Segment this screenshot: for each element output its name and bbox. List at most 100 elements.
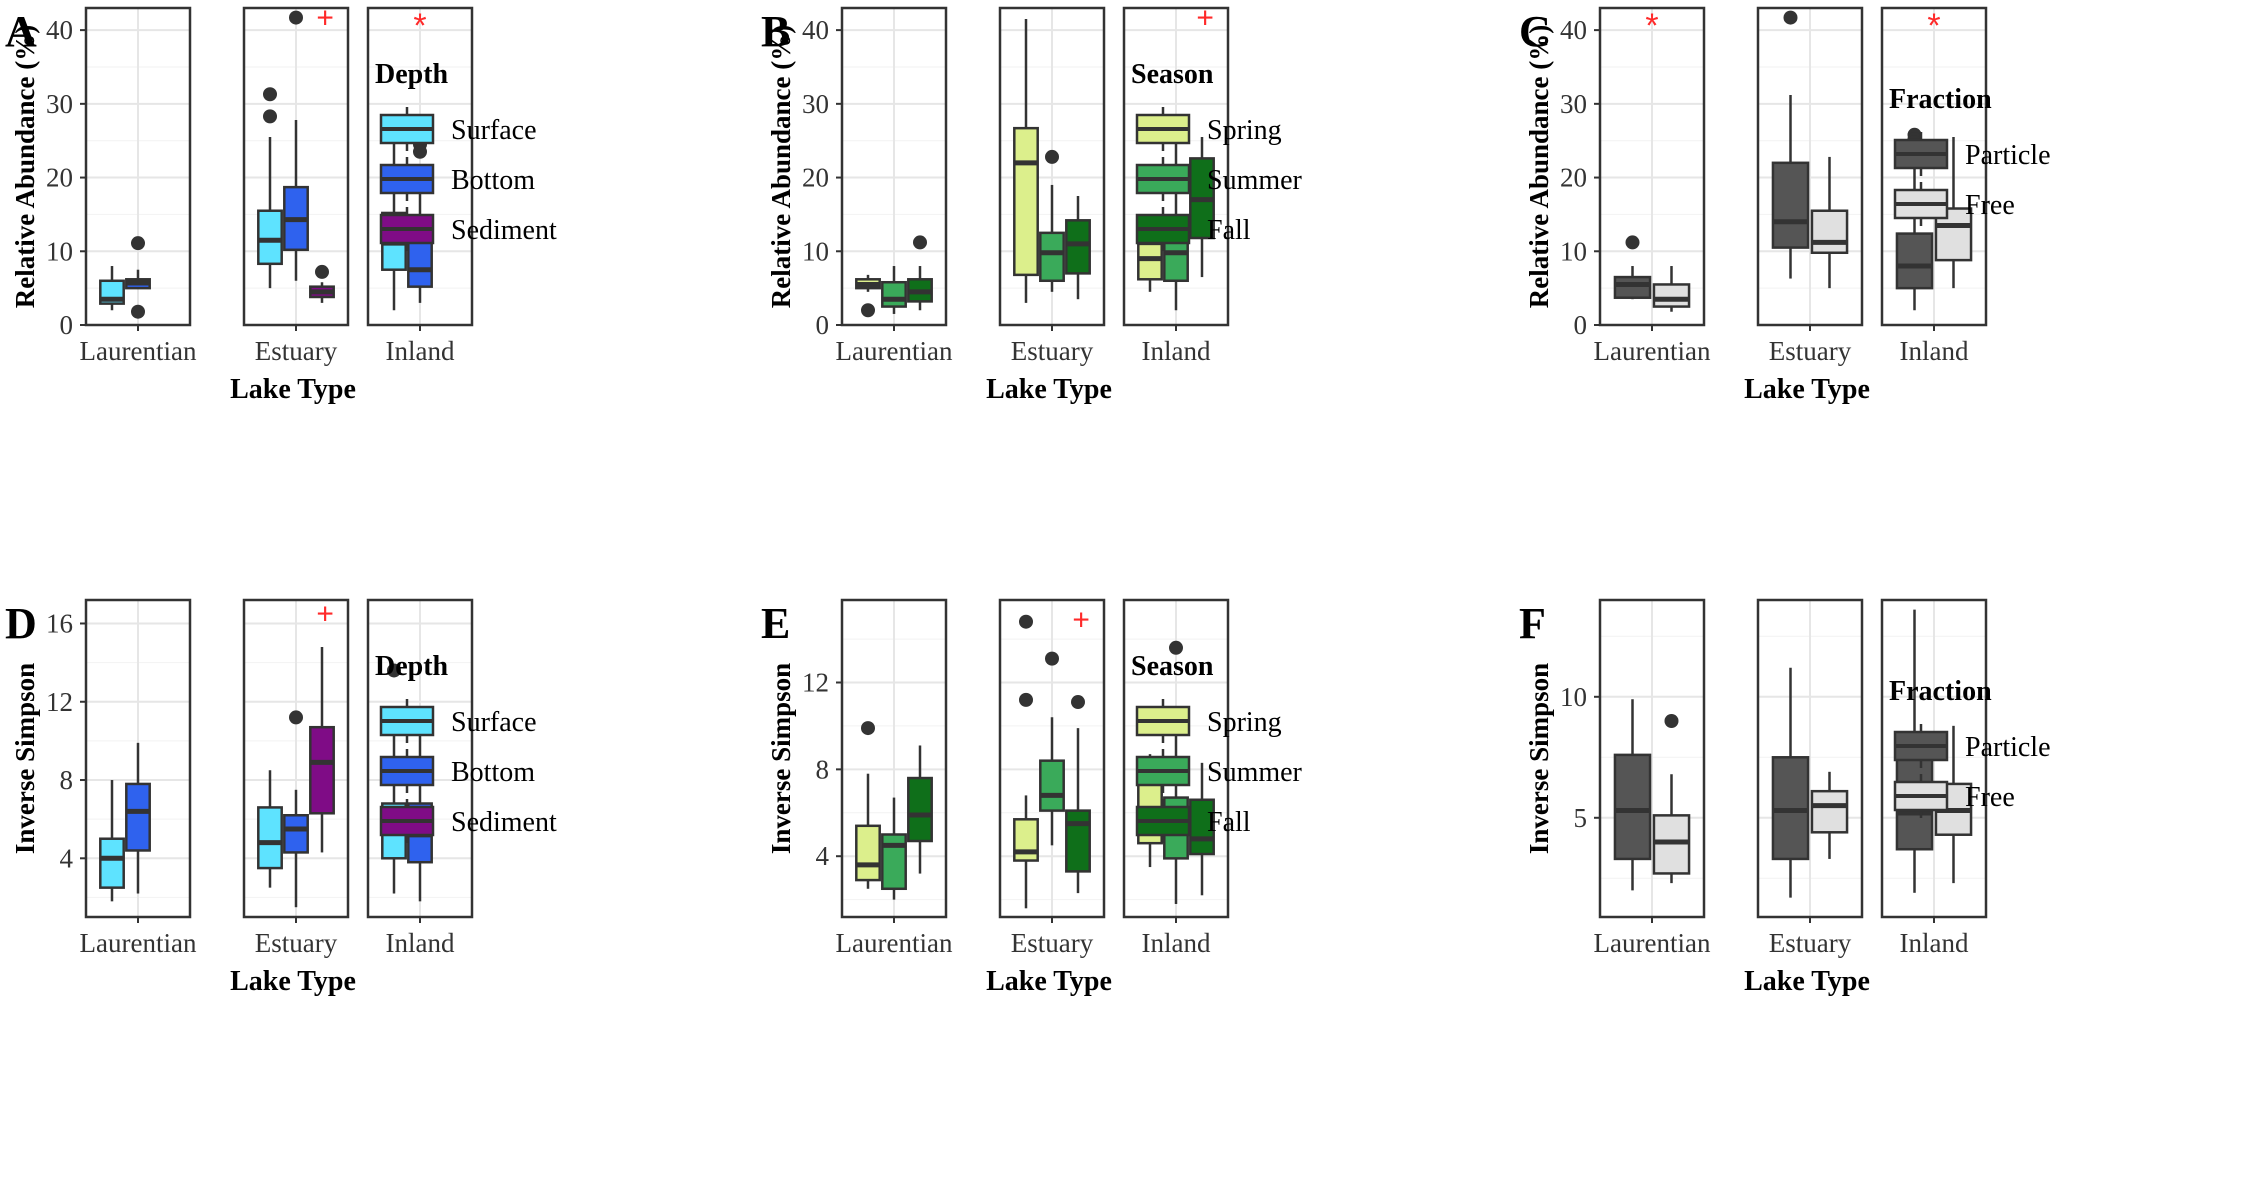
x-tick-label: Laurentian [1594, 928, 1711, 958]
outlier-point [861, 303, 875, 318]
x-tick-label: Estuary [1011, 336, 1094, 366]
legend-item-surface: Surface [379, 107, 537, 151]
outlier-point [131, 304, 145, 319]
box-bottom [125, 236, 151, 319]
box-free [1652, 266, 1691, 312]
legend: Season Spring Summer Fall [1131, 59, 1303, 251]
legend-item-particle: Particle [1893, 724, 2051, 768]
x-tick-label: Estuary [255, 928, 338, 958]
legend-item-sediment: Sediment [379, 799, 557, 843]
y-tick-label: 10 [802, 236, 829, 266]
box-iqr [907, 776, 933, 843]
panel-f: F Inverse Simpson 5 10 Laurentian Estuary Inla… [1519, 598, 2051, 997]
y-tick-label: 0 [60, 310, 74, 340]
y-axis-title: Relative Abundance (%) [766, 25, 796, 309]
y-tick-label: 30 [46, 89, 73, 119]
legend-item-surface: Surface [379, 699, 537, 743]
facet-inland: * Inland [1880, 6, 1988, 366]
legend: Season Spring Summer Fall [1131, 651, 1303, 843]
box-iqr [1039, 231, 1065, 283]
legend-item-free: Free [1893, 182, 2015, 226]
box-surface [99, 266, 125, 311]
outlier-point [413, 144, 427, 159]
legend-item-summer: Summer [1135, 749, 1303, 793]
box-summer [881, 266, 907, 314]
legend-item-spring: Spring [1135, 107, 1282, 151]
outlier-point [315, 264, 329, 279]
legend-title: Fraction [1889, 676, 1992, 707]
x-tick-label: Laurentian [836, 336, 953, 366]
legend-title: Depth [375, 651, 449, 682]
legend-item-sediment: Sediment [379, 207, 557, 251]
box-spring [855, 274, 881, 318]
box-bottom [283, 10, 309, 281]
facet-estuary: Estuary [998, 6, 1106, 366]
box-summer [881, 797, 907, 900]
x-tick-label: Estuary [1769, 336, 1852, 366]
box-summer [1039, 149, 1065, 292]
box-summer [1039, 651, 1065, 846]
facet-laurentian: Laurentian [1594, 598, 1711, 958]
significance-marker: + [316, 2, 334, 35]
y-tick-label: 10 [1560, 682, 1587, 712]
legend-item-spring: Spring [1135, 699, 1282, 743]
box-fall [1065, 695, 1091, 894]
y-tick-label: 16 [46, 608, 73, 638]
x-tick-label: Laurentian [1594, 336, 1711, 366]
facet-laurentian: Laurentian [836, 6, 953, 366]
legend-label: Sediment [451, 215, 557, 246]
box-fall [1189, 137, 1215, 278]
outlier-point [289, 710, 303, 725]
outlier-point [1169, 640, 1183, 655]
box-free [1652, 713, 1691, 884]
y-tick-label: 40 [802, 15, 829, 45]
y-tick-label: 10 [46, 236, 73, 266]
legend-title: Season [1131, 651, 1214, 682]
legend-label: Particle [1965, 140, 2051, 171]
legend-item-fall: Fall [1135, 799, 1251, 843]
y-tick-label: 12 [802, 668, 829, 698]
box-iqr [309, 725, 335, 815]
legend-label: Fall [1207, 215, 1251, 246]
outlier-point [1071, 695, 1085, 710]
panel-d: D Inverse Simpson 4 8 12 16 Laurentian + Estuary… [5, 598, 557, 997]
outlier-point [1019, 614, 1033, 629]
legend-label: Surface [451, 707, 537, 738]
significance-marker: * [413, 7, 426, 45]
outlier-point [263, 87, 277, 102]
facet-laurentian: Laurentian [836, 598, 953, 958]
y-tick-label: 0 [1574, 310, 1588, 340]
panel-letter: E [761, 599, 790, 648]
legend-title: Fraction [1889, 84, 1992, 115]
y-tick-label: 20 [1560, 163, 1587, 193]
y-axis-title: Relative Abundance (%) [10, 25, 40, 309]
y-tick-label: 10 [1560, 236, 1587, 266]
outlier-point [861, 721, 875, 736]
y-tick-label: 12 [46, 687, 73, 717]
legend-label: Summer [1207, 757, 1303, 788]
box-bottom [283, 710, 309, 908]
x-tick-label: Inland [386, 928, 455, 958]
outlier-point [1664, 713, 1679, 728]
legend-label: Free [1965, 782, 2015, 813]
outlier-point [263, 109, 277, 124]
x-tick-label: Inland [386, 336, 455, 366]
y-axis-title: Relative Abundance (%) [1524, 25, 1554, 309]
legend-item-particle: Particle [1893, 132, 2051, 176]
box-surface [99, 780, 125, 902]
box-iqr [1613, 753, 1652, 861]
box-iqr [1895, 232, 1934, 290]
panel-letter: D [5, 599, 37, 648]
legend-label: Particle [1965, 732, 2051, 763]
box-iqr [1013, 126, 1039, 277]
panel-letter: A [5, 7, 37, 56]
box-surface [257, 770, 283, 888]
outlier-point [1783, 10, 1798, 25]
x-tick-label: Inland [1142, 336, 1211, 366]
panel-letter: C [1519, 7, 1551, 56]
box-spring [855, 721, 881, 889]
box-fall [1065, 195, 1091, 300]
box-fall [907, 235, 933, 311]
significance-marker: + [316, 598, 334, 631]
